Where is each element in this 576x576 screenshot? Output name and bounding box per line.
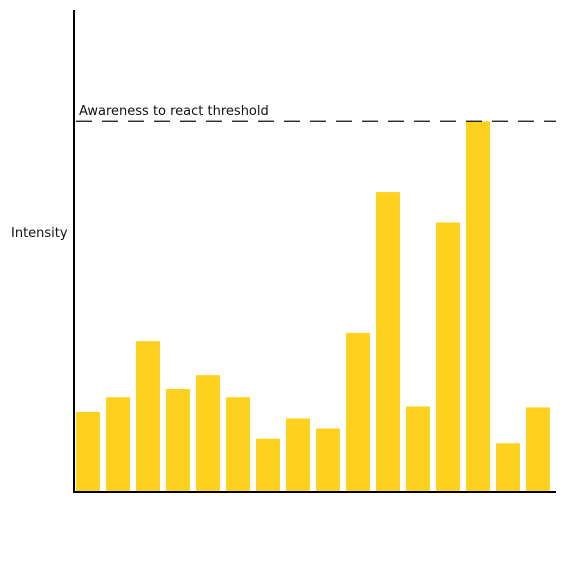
bar: [346, 332, 370, 492]
bar: [106, 397, 130, 492]
bar: [226, 397, 250, 492]
bar: [436, 222, 460, 492]
y-axis-label: Intensity: [11, 226, 68, 241]
bar: [316, 428, 340, 492]
bar: [136, 341, 160, 492]
bar: [286, 418, 310, 492]
bar: [166, 388, 190, 492]
bar: [496, 443, 520, 492]
threshold-label: Awareness to react threshold: [79, 104, 269, 119]
bar: [196, 375, 220, 492]
bar: [76, 411, 100, 492]
bar: [406, 406, 430, 492]
bar: [466, 121, 490, 493]
bar-series: [76, 121, 550, 493]
bar: [526, 407, 550, 492]
bar: [256, 438, 280, 492]
bar: [376, 192, 400, 492]
